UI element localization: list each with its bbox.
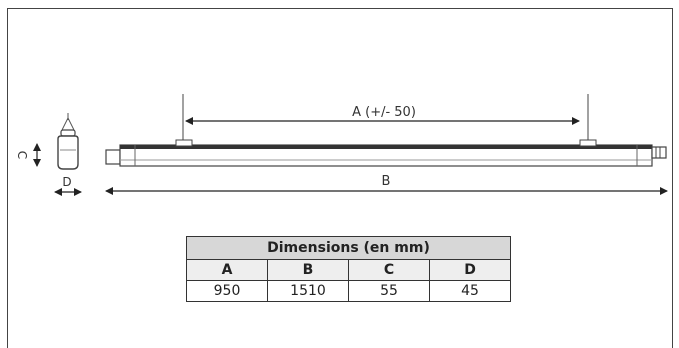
dim-a-label: A (+/- 50)	[352, 105, 416, 120]
value-a: 950	[186, 280, 268, 302]
dimension-b: B	[105, 174, 668, 195]
table-row: 950 1510 55 45	[186, 280, 511, 302]
header-a: A	[186, 259, 268, 281]
dimensions-table: Dimensions (en mm) A B C D 950 1510 55 4…	[186, 236, 511, 302]
value-c: 55	[348, 280, 430, 302]
drawing-frame	[7, 8, 673, 348]
value-b: 1510	[267, 280, 349, 302]
value-d: 45	[429, 280, 511, 302]
dim-d-label: D	[62, 175, 71, 189]
dimension-c: C	[15, 143, 41, 167]
header-c: C	[348, 259, 430, 281]
header-d: D	[429, 259, 511, 281]
end-view-profile	[57, 113, 79, 170]
table-title: Dimensions (en mm)	[186, 236, 511, 260]
header-b: B	[267, 259, 349, 281]
dimension-d: D	[54, 175, 82, 196]
dim-b-label: B	[382, 174, 391, 189]
dim-c-label: C	[15, 151, 29, 159]
luminaire-side-view	[105, 139, 667, 167]
table-header-row: A B C D	[186, 259, 511, 281]
dimension-a: A (+/- 50)	[185, 105, 580, 125]
